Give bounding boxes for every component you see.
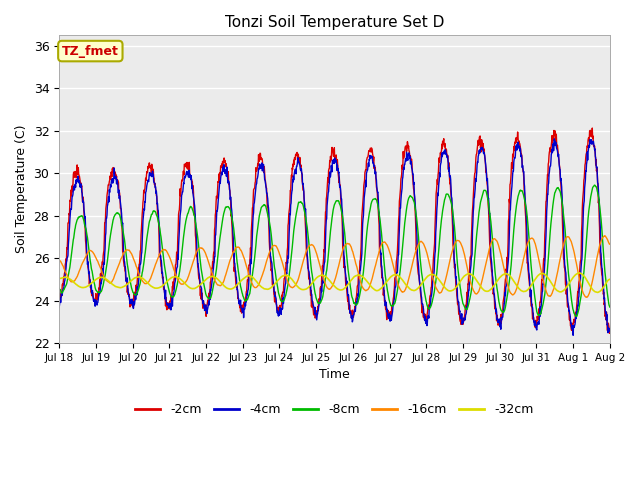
-2cm (605, 331, 613, 336)
-2cm (178, 179, 186, 184)
-8cm (178, 252, 186, 258)
Title: Tonzi Soil Temperature Set D: Tonzi Soil Temperature Set D (225, 15, 444, 30)
-16cm (164, 252, 172, 257)
-4cm (492, 309, 500, 315)
-4cm (550, 136, 558, 142)
-4cm (164, 302, 172, 308)
-2cm (164, 303, 172, 309)
-2cm (492, 311, 500, 317)
-2cm (420, 311, 428, 316)
-8cm (573, 313, 580, 319)
-8cm (541, 294, 548, 300)
-16cm (55, 257, 63, 263)
-8cm (606, 304, 614, 310)
-16cm (178, 281, 186, 287)
Y-axis label: Soil Temperature (C): Soil Temperature (C) (15, 125, 28, 253)
-16cm (582, 294, 590, 300)
-32cm (492, 280, 500, 286)
-32cm (164, 277, 172, 283)
X-axis label: Time: Time (319, 368, 350, 381)
Line: -2cm: -2cm (59, 128, 610, 334)
-16cm (492, 237, 500, 243)
-16cm (239, 253, 247, 259)
-32cm (420, 278, 428, 284)
Legend: -2cm, -4cm, -8cm, -16cm, -32cm: -2cm, -4cm, -8cm, -16cm, -32cm (131, 398, 539, 421)
Line: -4cm: -4cm (59, 139, 610, 336)
-32cm (593, 289, 601, 295)
-16cm (420, 242, 428, 248)
-32cm (178, 277, 186, 283)
-8cm (239, 294, 247, 300)
-32cm (239, 276, 247, 282)
-4cm (239, 305, 247, 311)
Line: -8cm: -8cm (59, 185, 610, 316)
-8cm (55, 285, 63, 291)
-16cm (541, 283, 548, 288)
-8cm (164, 284, 172, 290)
-2cm (588, 125, 596, 131)
Line: -16cm: -16cm (59, 236, 610, 297)
Text: TZ_fmet: TZ_fmet (62, 45, 119, 58)
-2cm (55, 290, 63, 296)
-32cm (55, 276, 63, 281)
-32cm (575, 270, 583, 276)
-8cm (492, 276, 500, 282)
-4cm (606, 328, 614, 334)
-16cm (601, 233, 609, 239)
Line: -32cm: -32cm (59, 273, 610, 292)
-16cm (606, 241, 614, 247)
-4cm (55, 305, 63, 311)
-4cm (420, 312, 428, 318)
-4cm (541, 265, 548, 271)
-2cm (541, 250, 548, 256)
-32cm (606, 276, 614, 282)
-2cm (239, 302, 247, 308)
-2cm (606, 328, 614, 334)
-8cm (420, 286, 428, 291)
-32cm (541, 271, 548, 277)
-8cm (591, 182, 598, 188)
-4cm (178, 192, 186, 198)
-4cm (570, 333, 577, 338)
